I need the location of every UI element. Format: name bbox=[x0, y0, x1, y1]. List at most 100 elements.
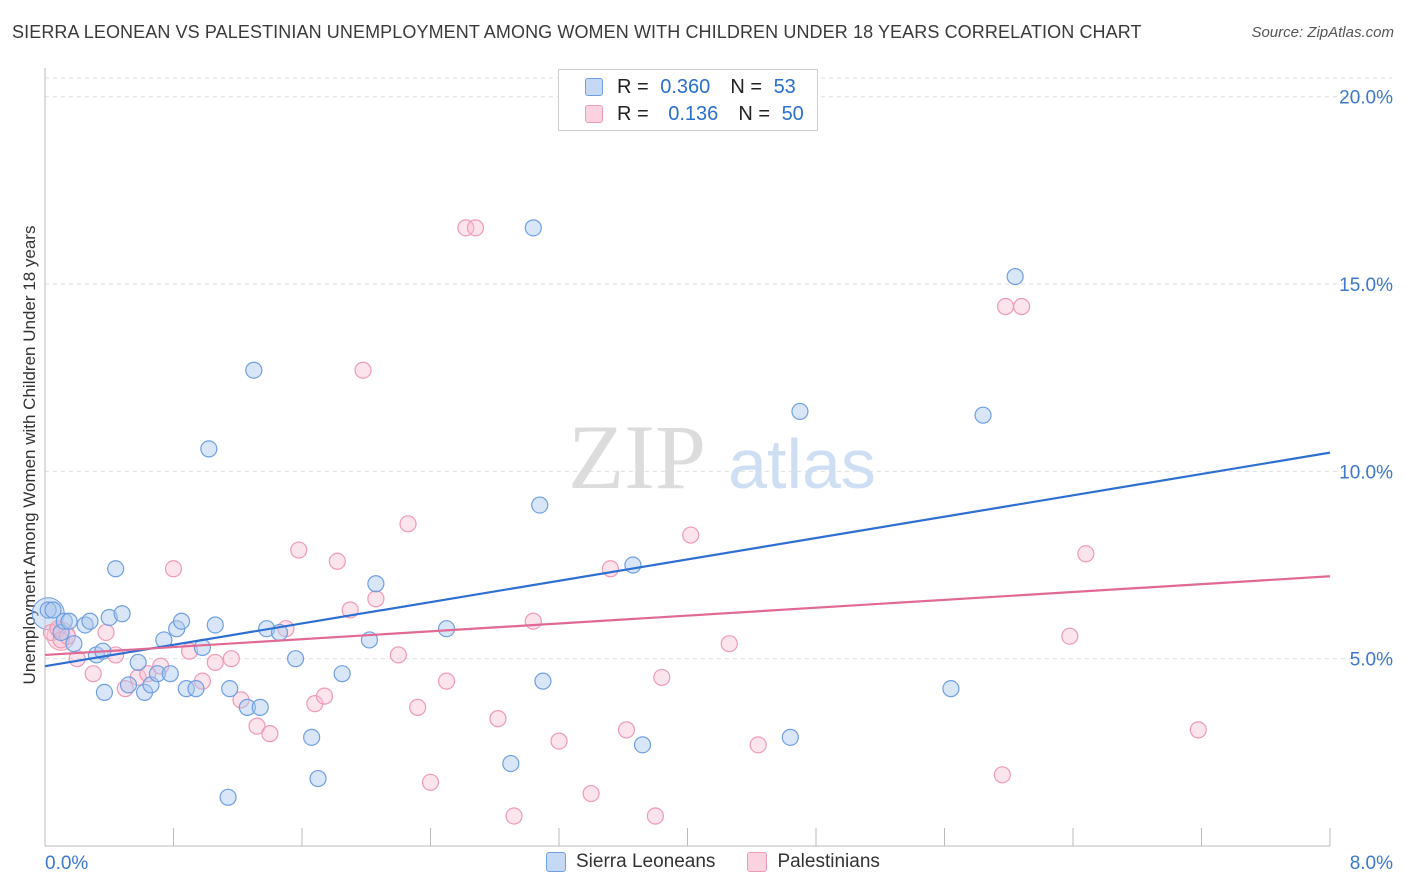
legend-r-label: R = bbox=[617, 102, 649, 125]
palestinian-swatch bbox=[585, 105, 603, 123]
palestinian-point bbox=[682, 526, 700, 544]
sierra-point bbox=[100, 608, 118, 627]
sierra-point bbox=[187, 680, 205, 698]
palestinian-point bbox=[601, 560, 620, 578]
palestinian-point bbox=[315, 687, 334, 705]
sierra-point bbox=[113, 605, 131, 623]
palestinian-point bbox=[1061, 627, 1079, 645]
sierra-point bbox=[172, 612, 191, 630]
palestinian-legend-swatch bbox=[747, 852, 768, 872]
palestinian-point bbox=[97, 623, 115, 642]
data-points bbox=[31, 219, 1207, 825]
sierra-legend-swatch bbox=[546, 852, 566, 872]
source-label: Source: ZipAtlas.com bbox=[1251, 24, 1394, 41]
sierra-point bbox=[119, 676, 138, 694]
x-tick-label: 8.0% bbox=[1350, 853, 1393, 874]
sierra-point bbox=[55, 612, 73, 630]
legend-n-value: 50 bbox=[781, 102, 804, 125]
palestinian-point bbox=[399, 515, 417, 533]
sierra-point bbox=[791, 402, 809, 421]
sierra-point bbox=[129, 653, 147, 672]
sierra-point bbox=[624, 556, 642, 574]
sierra-point bbox=[44, 601, 62, 619]
palestinian-point bbox=[993, 766, 1011, 784]
sierra-point bbox=[633, 736, 652, 754]
palestinian-point bbox=[328, 552, 346, 570]
legend-item-palestinian[interactable]: Palestinians bbox=[747, 851, 880, 873]
sierra-point bbox=[60, 612, 78, 630]
trend-lines bbox=[44, 451, 1331, 668]
palestinian-point bbox=[489, 710, 507, 728]
palestinian-point bbox=[437, 672, 456, 690]
palestinian-point bbox=[1189, 721, 1207, 739]
palestinian-point bbox=[409, 698, 427, 716]
series-legend: Sierra Leoneans Palestinians bbox=[546, 851, 912, 873]
sierra-point bbox=[161, 665, 179, 683]
palestinian-point bbox=[367, 590, 385, 608]
sierra-point bbox=[309, 769, 327, 788]
sierra-point bbox=[942, 680, 960, 698]
chart-title: SIERRA LEONEAN VS PALESTINIAN UNEMPLOYME… bbox=[12, 22, 1142, 42]
sierra-point bbox=[107, 560, 125, 578]
sierra-point bbox=[367, 575, 385, 593]
y-tick-label: 5.0% bbox=[1350, 650, 1393, 671]
palestinian-point bbox=[1077, 545, 1095, 563]
palestinian-point bbox=[653, 668, 671, 687]
palestinian-point bbox=[354, 361, 372, 379]
palestinian-point bbox=[550, 732, 568, 750]
sierra-point bbox=[206, 616, 224, 634]
legend-r-value: 0.360 bbox=[660, 75, 711, 98]
palestinian-trend-line bbox=[44, 575, 1331, 657]
legend-item-sierra[interactable]: Sierra Leoneans bbox=[546, 851, 715, 873]
sierra-point bbox=[534, 672, 552, 690]
legend-r-value: 0.136 bbox=[668, 102, 719, 125]
sierra-point bbox=[245, 361, 263, 379]
palestinian-point bbox=[505, 807, 523, 825]
palestinian-point bbox=[582, 784, 600, 803]
palestinian-point bbox=[248, 717, 266, 735]
legend-row-sierra: R = 0.360 N = 53 bbox=[585, 76, 796, 98]
sierra-point bbox=[333, 665, 351, 683]
legend-n-value: 53 bbox=[773, 75, 796, 98]
y-tick-label: 15.0% bbox=[1339, 275, 1393, 296]
sierra-point bbox=[177, 680, 195, 698]
palestinian-point bbox=[222, 650, 240, 668]
palestinian-point bbox=[1012, 297, 1031, 316]
sierra-point bbox=[974, 406, 992, 424]
legend-n-label: N = bbox=[738, 102, 770, 125]
sierra-point bbox=[524, 219, 542, 237]
sierra-trend-line bbox=[44, 451, 1331, 668]
y-tick-label: 20.0% bbox=[1339, 88, 1393, 109]
palestinian-point bbox=[524, 612, 542, 630]
sierra-point bbox=[531, 496, 549, 514]
sierra-point bbox=[251, 698, 269, 716]
sierra-point bbox=[219, 788, 237, 806]
y-tick-label: 10.0% bbox=[1339, 462, 1393, 483]
sierra-point bbox=[781, 728, 799, 746]
palestinian-point bbox=[206, 653, 224, 672]
sierra-point bbox=[200, 440, 218, 458]
palestinian-point bbox=[421, 773, 440, 791]
palestinian-legend-label: Palestinians bbox=[777, 851, 880, 872]
legend-n-label: N = bbox=[730, 75, 762, 98]
palestinian-point bbox=[84, 665, 102, 683]
x-tick-label: 0.0% bbox=[45, 853, 88, 874]
legend-r-label: R = bbox=[617, 75, 649, 98]
palestinian-point bbox=[720, 635, 738, 653]
palestinian-point bbox=[749, 736, 767, 754]
sierra-point bbox=[81, 612, 99, 630]
sierra-legend-label: Sierra Leoneans bbox=[576, 851, 716, 872]
sierra-point bbox=[303, 728, 321, 746]
palestinian-point bbox=[646, 807, 664, 825]
palestinian-point bbox=[466, 219, 485, 237]
watermark-zip: ZIP bbox=[568, 406, 706, 508]
watermark: ZIP atlas bbox=[568, 406, 876, 508]
sierra-point bbox=[221, 680, 239, 698]
sierra-point bbox=[95, 683, 114, 702]
palestinian-point bbox=[457, 219, 475, 237]
sierra-point bbox=[286, 650, 305, 668]
palestinian-point bbox=[290, 541, 308, 559]
palestinian-point bbox=[996, 297, 1015, 316]
correlation-legend: R = 0.360 N = 53 R = 0.136 N = 50 bbox=[558, 69, 818, 131]
